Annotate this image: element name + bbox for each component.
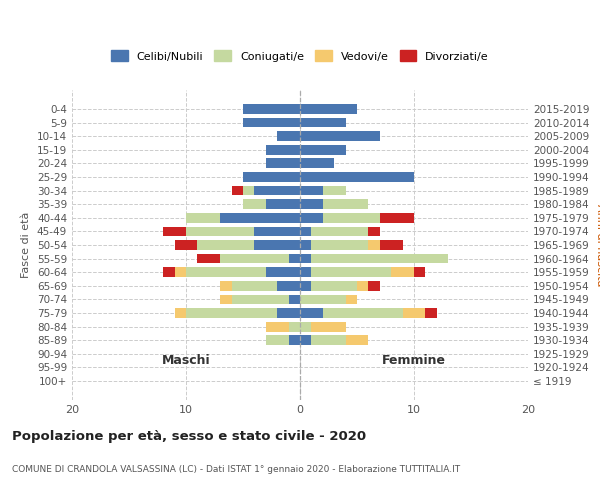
Bar (300, 281, 311, 290)
Bar (243, 172, 300, 182)
Bar (300, 268, 311, 277)
Bar (300, 132, 380, 141)
Text: Femmine: Femmine (382, 354, 446, 367)
Bar (254, 226, 300, 236)
Bar (243, 104, 300, 114)
Bar (311, 336, 346, 345)
Bar (243, 118, 300, 128)
Bar (289, 294, 300, 304)
Bar (300, 200, 323, 209)
Bar (357, 281, 368, 290)
Bar (368, 226, 380, 236)
Bar (266, 158, 300, 168)
Bar (243, 200, 266, 209)
Text: COMUNE DI CRANDOLA VALSASSINA (LC) - Dati ISTAT 1° gennaio 2020 - Elaborazione T: COMUNE DI CRANDOLA VALSASSINA (LC) - Dat… (12, 465, 460, 474)
Bar (380, 213, 414, 222)
Bar (311, 322, 346, 332)
Bar (186, 226, 254, 236)
Bar (300, 213, 323, 222)
Bar (163, 226, 186, 236)
Bar (277, 132, 300, 141)
Bar (186, 308, 277, 318)
Text: Popolazione per età, sesso e stato civile - 2020: Popolazione per età, sesso e stato civil… (12, 430, 366, 443)
Bar (300, 226, 311, 236)
Bar (220, 294, 232, 304)
Bar (300, 294, 346, 304)
Bar (266, 145, 300, 154)
Bar (323, 213, 380, 222)
Bar (346, 294, 357, 304)
Bar (323, 200, 368, 209)
Bar (300, 254, 311, 264)
Y-axis label: Anni di nascita: Anni di nascita (595, 204, 600, 286)
Bar (300, 172, 414, 182)
Bar (254, 186, 300, 196)
Bar (289, 254, 300, 264)
Bar (323, 308, 403, 318)
Bar (232, 294, 289, 304)
Text: Maschi: Maschi (161, 354, 211, 367)
Bar (186, 268, 266, 277)
Bar (243, 186, 254, 196)
Bar (300, 104, 357, 114)
Bar (300, 308, 323, 318)
Bar (175, 268, 186, 277)
Y-axis label: Fasce di età: Fasce di età (22, 212, 31, 278)
Bar (311, 226, 368, 236)
Bar (186, 213, 220, 222)
Bar (220, 281, 232, 290)
Bar (300, 186, 323, 196)
Bar (311, 281, 357, 290)
Bar (414, 268, 425, 277)
Bar (368, 240, 380, 250)
Bar (300, 336, 311, 345)
Bar (300, 118, 346, 128)
Bar (300, 145, 346, 154)
Bar (266, 336, 289, 345)
Bar (391, 268, 414, 277)
Bar (277, 308, 300, 318)
Bar (232, 186, 243, 196)
Bar (289, 322, 300, 332)
Bar (368, 281, 380, 290)
Bar (266, 200, 300, 209)
Bar (346, 336, 368, 345)
Bar (323, 186, 346, 196)
Bar (220, 213, 300, 222)
Bar (266, 268, 300, 277)
Bar (175, 308, 186, 318)
Bar (289, 336, 300, 345)
Bar (254, 240, 300, 250)
Bar (311, 254, 448, 264)
Legend: Celibi/Nubili, Coniugati/e, Vedovi/e, Divorziati/e: Celibi/Nubili, Coniugati/e, Vedovi/e, Di… (107, 46, 493, 66)
Bar (300, 322, 311, 332)
Bar (300, 240, 311, 250)
Bar (232, 281, 277, 290)
Bar (277, 281, 300, 290)
Bar (175, 240, 197, 250)
Bar (197, 240, 254, 250)
Bar (425, 308, 437, 318)
Bar (380, 240, 403, 250)
Bar (311, 240, 368, 250)
Bar (266, 322, 289, 332)
Bar (311, 268, 391, 277)
Bar (403, 308, 425, 318)
Bar (197, 254, 220, 264)
Bar (220, 254, 289, 264)
Bar (300, 158, 334, 168)
Bar (163, 268, 175, 277)
